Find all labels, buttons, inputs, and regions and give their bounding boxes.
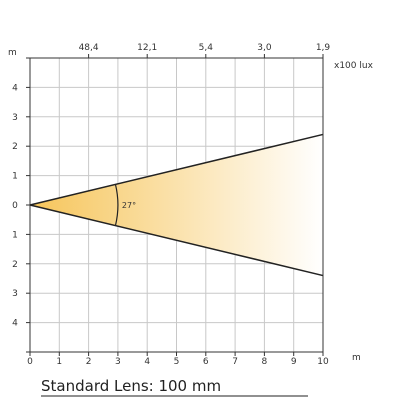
beam-edge-lower <box>29 204 324 277</box>
y-tick-label: 2 <box>12 260 18 270</box>
y-tick-label: 4 <box>12 83 18 93</box>
y-unit-label: m <box>8 48 17 58</box>
x-tick-label: 9 <box>291 357 297 367</box>
lux-value-label: 48,4 <box>79 43 99 53</box>
y-tick-label: 4 <box>12 319 18 329</box>
y-tick-label: 1 <box>12 172 18 182</box>
caption: Standard Lens: 100 mm <box>41 377 221 395</box>
lux-value-label: 3,0 <box>257 43 272 53</box>
beam-angle-arc <box>114 184 119 226</box>
beam-angle-label: 27° <box>122 201 136 210</box>
x-tick-label: 1 <box>56 357 62 367</box>
y-tick-label: 3 <box>12 113 18 123</box>
lux-unit-label: x100 lux <box>334 61 374 71</box>
x-unit-label: m <box>352 353 361 363</box>
y-axis-labels: 4 3 2 1 0 1 2 3 4 <box>12 83 18 328</box>
y-tick-label: 1 <box>12 230 18 240</box>
lux-value-label: 12,1 <box>137 43 157 53</box>
x-tick-label: 3 <box>115 357 121 367</box>
axis-ticks <box>26 54 324 356</box>
x-tick-label: 10 <box>317 357 329 367</box>
x-axis-labels: 0 1 2 3 4 5 6 7 8 9 10 <box>27 357 329 367</box>
x-tick-label: 2 <box>86 357 92 367</box>
lux-value-label: 1,9 <box>316 43 331 53</box>
lux-labels: 48,4 12,1 5,4 3,0 1,9 <box>79 43 331 53</box>
x-tick-label: 8 <box>262 357 268 367</box>
y-tick-label: 3 <box>12 289 18 299</box>
x-tick-label: 6 <box>203 357 209 367</box>
x-tick-label: 4 <box>144 357 150 367</box>
y-tick-label: 0 <box>12 201 18 211</box>
lux-value-label: 5,4 <box>199 43 214 53</box>
x-tick-label: 0 <box>27 357 33 367</box>
y-tick-label: 2 <box>12 142 18 152</box>
beam-cone <box>30 134 323 276</box>
x-tick-label: 5 <box>174 357 180 367</box>
beam-edge-upper <box>29 133 324 206</box>
x-tick-label: 7 <box>232 357 238 367</box>
